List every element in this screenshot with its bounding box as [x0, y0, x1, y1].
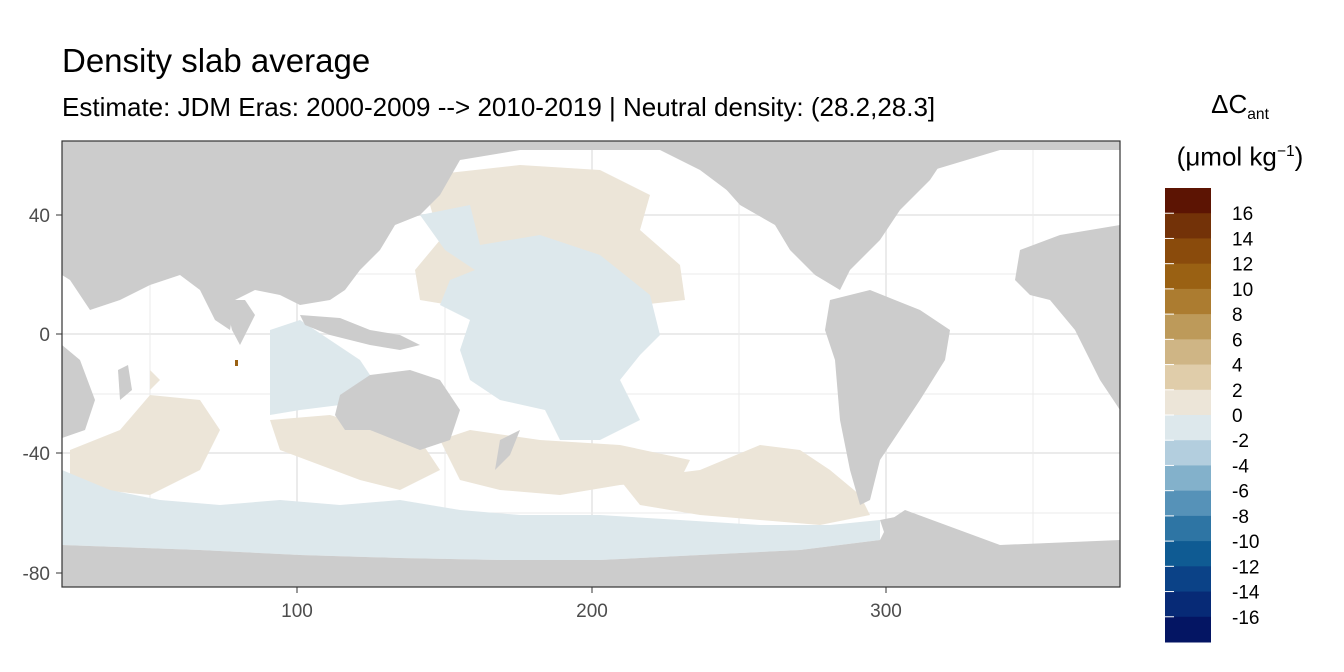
legend-label: 4 [1232, 356, 1243, 377]
y-tick-label: -40 [23, 444, 50, 465]
legend-swatch [1165, 490, 1211, 517]
panel-border [61, 140, 1121, 588]
legend-title-symbol: ΔCant [1211, 89, 1269, 124]
y-axis: 40 0 -40 -80 [23, 206, 62, 585]
legend-label: -2 [1232, 431, 1249, 452]
land-indonesia [300, 315, 420, 350]
legend-swatch [1165, 389, 1211, 416]
x-tick-label: 300 [870, 601, 902, 622]
land-north-america [700, 145, 950, 290]
legend-swatch [1165, 566, 1211, 593]
region-sw-indian-positive [150, 370, 160, 390]
land-australia [335, 370, 460, 450]
legend-label: 14 [1232, 229, 1254, 250]
legend-label: 10 [1232, 280, 1253, 301]
legend-swatch [1165, 364, 1211, 391]
legend-label: -6 [1232, 482, 1249, 503]
land-new-zealand [495, 430, 520, 470]
legend-title-unit: (μmol kg−1) [1176, 141, 1304, 172]
y-tick-label: 0 [39, 325, 50, 346]
legend-label: -12 [1232, 557, 1259, 578]
land-africa-east [1015, 225, 1120, 410]
region-isolated-positive-cell [235, 360, 238, 366]
region-antarctic-negative [62, 470, 880, 560]
land-africa [62, 345, 95, 438]
anomaly-regions [62, 165, 880, 560]
legend-swatch [1165, 339, 1211, 366]
land-masses [62, 141, 1120, 587]
legend-colorbar [1165, 188, 1211, 643]
land-india [225, 300, 255, 345]
legend-swatch [1165, 188, 1211, 214]
legend-swatch [1165, 440, 1211, 466]
region-indian-south-positive [270, 415, 440, 490]
legend-swatch [1165, 213, 1211, 239]
x-axis: 100 200 300 [281, 587, 902, 622]
legend-labels: 16 14 12 10 8 6 4 2 0 -2 -4 -6 -8 -10 -12 -14 -16 [1232, 204, 1260, 629]
legend-label: 12 [1232, 255, 1253, 276]
y-tick-label: 40 [29, 206, 50, 227]
legend-swatch [1165, 238, 1211, 265]
legend-label: 0 [1232, 406, 1243, 427]
x-tick-label: 200 [576, 601, 608, 622]
region-se-pacific-positive [620, 445, 870, 525]
legend-swatch [1165, 591, 1211, 618]
region-south-indian-positive [70, 395, 220, 495]
legend-label: 8 [1232, 305, 1243, 326]
legend-label: -14 [1232, 583, 1260, 604]
land-antarctica [62, 510, 1120, 587]
legend-swatch [1165, 288, 1211, 315]
plot-subtitle: Estimate: JDM Eras: 2000-2009 --> 2010-2… [62, 92, 936, 122]
legend-swatch [1165, 616, 1211, 643]
legend-label: 16 [1232, 204, 1253, 225]
legend-label: 6 [1232, 330, 1243, 351]
legend-label: -10 [1232, 532, 1259, 553]
legend-label: -8 [1232, 507, 1249, 528]
legend-label: -16 [1232, 608, 1259, 629]
legend-swatch [1165, 415, 1211, 441]
y-tick-label: -80 [23, 564, 50, 585]
legend-label: 2 [1232, 381, 1243, 402]
legend-swatch [1165, 515, 1211, 542]
legend-swatch [1165, 465, 1211, 492]
legend-swatch [1165, 314, 1211, 340]
legend-label: -4 [1232, 456, 1249, 477]
x-tick-label: 100 [281, 601, 313, 622]
legend-swatch [1165, 263, 1211, 290]
region-tropical-pacific-negative [420, 205, 660, 440]
legend-swatch [1165, 541, 1211, 567]
plot-title: Density slab average [62, 42, 371, 79]
land-antarctic-peninsula [880, 515, 920, 550]
land-south-america [825, 290, 950, 505]
land-madagascar [118, 365, 132, 400]
